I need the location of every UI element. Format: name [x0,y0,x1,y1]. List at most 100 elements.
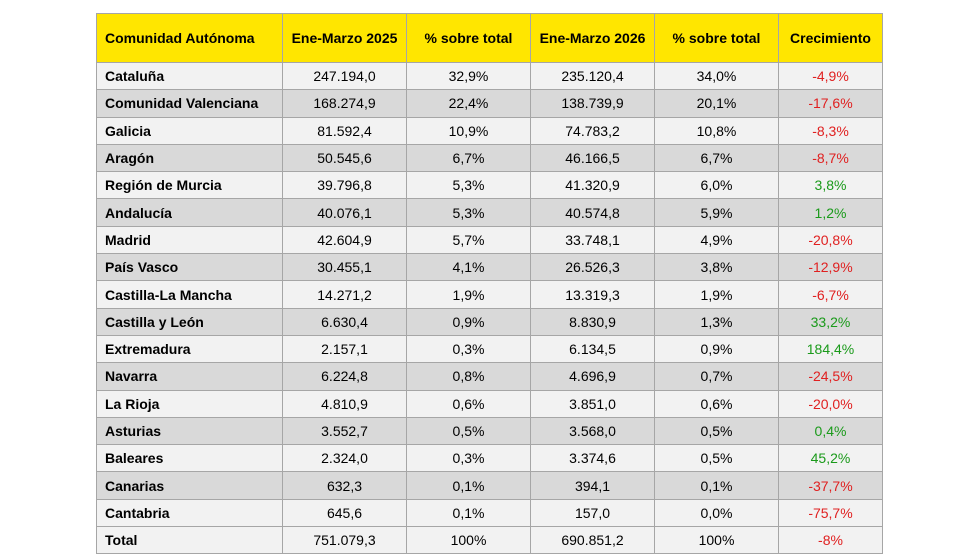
growth-cell: -4,9% [778,61,883,91]
q1-2025-cell: 2.324,0 [282,444,407,473]
growth-cell: -37,7% [778,471,883,500]
growth-cell: -20,0% [778,389,883,418]
region-cell: Aragón [96,143,283,173]
q1-2026-cell: 3.851,0 [530,389,655,418]
growth-cell: -8% [778,526,883,555]
share-2026-cell: 6,0% [654,171,779,200]
growth-cell: 1,2% [778,198,883,227]
q1-2026-cell: 74.783,2 [530,116,655,145]
share-2026-cell: 20,1% [654,89,779,118]
share-2026-cell: 5,9% [654,198,779,227]
share-2026-cell: 0,1% [654,471,779,500]
q1-2025-cell: 81.592,4 [282,116,407,145]
q1-2025-cell: 42.604,9 [282,225,407,255]
growth-cell: 33,2% [778,307,883,336]
share-2025-cell: 10,9% [406,116,531,145]
table-row: Asturias 3.552,7 0,5% 3.568,0 0,5% 0,4% [96,416,883,446]
region-cell: Asturias [96,416,283,446]
growth-cell: -8,7% [778,143,883,173]
table-row: Andalucía 40.076,1 5,3% 40.574,8 5,9% 1,2% [96,198,883,227]
table-row: Extremadura 2.157,1 0,3% 6.134,5 0,9% 184,4% [96,334,883,364]
table-row: Región de Murcia 39.796,8 5,3% 41.320,9 6,0%… [96,171,883,200]
q1-2025-cell: 632,3 [282,471,407,500]
table-body: Cataluña 247.194,0 32,9% 235.120,4 34,0% -4,9… [96,61,883,555]
q1-2026-cell: 4.696,9 [530,362,655,391]
table-row: Baleares 2.324,0 0,3% 3.374,6 0,5% 45,2% [96,444,883,473]
region-cell: Galicia [96,116,283,145]
table-row: Cataluña 247.194,0 32,9% 235.120,4 34,0% -4,9… [96,61,883,91]
region-cell: Castilla-La Mancha [96,280,283,309]
share-2025-cell: 0,1% [406,471,531,500]
header-share-2025: % sobre total [406,13,531,63]
q1-2026-cell: 26.526,3 [530,253,655,282]
growth-cell: -17,6% [778,89,883,118]
growth-cell: -8,3% [778,116,883,145]
q1-2025-cell: 39.796,8 [282,171,407,200]
q1-2026-cell: 41.320,9 [530,171,655,200]
share-2025-cell: 0,3% [406,334,531,364]
table-row: Comunidad Valenciana 168.274,9 22,4% 138.73… [96,89,883,118]
share-2025-cell: 0,9% [406,307,531,336]
share-2026-cell: 0,6% [654,389,779,418]
share-2026-cell: 34,0% [654,61,779,91]
q1-2026-cell: 3.374,6 [530,444,655,473]
q1-2025-cell: 3.552,7 [282,416,407,446]
region-cell: La Rioja [96,389,283,418]
table-row: Galicia 81.592,4 10,9% 74.783,2 10,8% -8,3% [96,116,883,145]
share-2026-cell: 1,3% [654,307,779,336]
growth-cell: -75,7% [778,498,883,528]
q1-2025-cell: 168.274,9 [282,89,407,118]
region-cell: Andalucía [96,198,283,227]
share-2026-cell: 0,5% [654,416,779,446]
region-cell: Navarra [96,362,283,391]
q1-2026-cell: 235.120,4 [530,61,655,91]
region-cell: Total [96,526,283,555]
q1-2026-cell: 690.851,2 [530,526,655,555]
share-2026-cell: 3,8% [654,253,779,282]
growth-cell: 0,4% [778,416,883,446]
growth-cell: -24,5% [778,362,883,391]
share-2025-cell: 0,6% [406,389,531,418]
share-2025-cell: 5,3% [406,198,531,227]
growth-cell: 3,8% [778,171,883,200]
share-2025-cell: 1,9% [406,280,531,309]
growth-cell: 184,4% [778,334,883,364]
table-header: Comunidad Autónoma Ene-Marzo 2025 % sobr… [96,13,883,63]
q1-2025-cell: 2.157,1 [282,334,407,364]
growth-cell: -12,9% [778,253,883,282]
share-2025-cell: 0,1% [406,498,531,528]
region-cell: País Vasco [96,253,283,282]
q1-2025-cell: 6.224,8 [282,362,407,391]
regional-data-table: Comunidad Autónoma Ene-Marzo 2025 % sobr… [96,13,883,555]
share-2026-cell: 4,9% [654,225,779,255]
q1-2025-cell: 6.630,4 [282,307,407,336]
growth-cell: 45,2% [778,444,883,473]
q1-2026-cell: 3.568,0 [530,416,655,446]
q1-2025-cell: 50.545,6 [282,143,407,173]
q1-2025-cell: 751.079,3 [282,526,407,555]
share-2025-cell: 22,4% [406,89,531,118]
header-share-2026: % sobre total [654,13,779,63]
table-row: Navarra 6.224,8 0,8% 4.696,9 0,7% -24,5% [96,362,883,391]
header-region: Comunidad Autónoma [96,13,283,63]
q1-2026-cell: 394,1 [530,471,655,500]
table-row: Madrid 42.604,9 5,7% 33.748,1 4,9% -20,8% [96,225,883,255]
share-2026-cell: 0,9% [654,334,779,364]
share-2026-cell: 0,7% [654,362,779,391]
header-q1-2026: Ene-Marzo 2026 [530,13,655,63]
table-row: Aragón 50.545,6 6,7% 46.166,5 6,7% -8,7% [96,143,883,173]
region-cell: Extremadura [96,334,283,364]
share-2025-cell: 0,3% [406,444,531,473]
q1-2026-cell: 157,0 [530,498,655,528]
region-cell: Madrid [96,225,283,255]
region-cell: Castilla y León [96,307,283,336]
header-growth: Crecimiento [778,13,883,63]
q1-2026-cell: 33.748,1 [530,225,655,255]
q1-2026-cell: 8.830,9 [530,307,655,336]
q1-2026-cell: 13.319,3 [530,280,655,309]
table-row: Castilla-La Mancha 14.271,2 1,9% 13.319,3 1,… [96,280,883,309]
share-2026-cell: 0,0% [654,498,779,528]
table-row: Cantabria 645,6 0,1% 157,0 0,0% -75,7% [96,498,883,528]
table-row: País Vasco 30.455,1 4,1% 26.526,3 3,8% -12,9% [96,253,883,282]
share-2025-cell: 0,8% [406,362,531,391]
